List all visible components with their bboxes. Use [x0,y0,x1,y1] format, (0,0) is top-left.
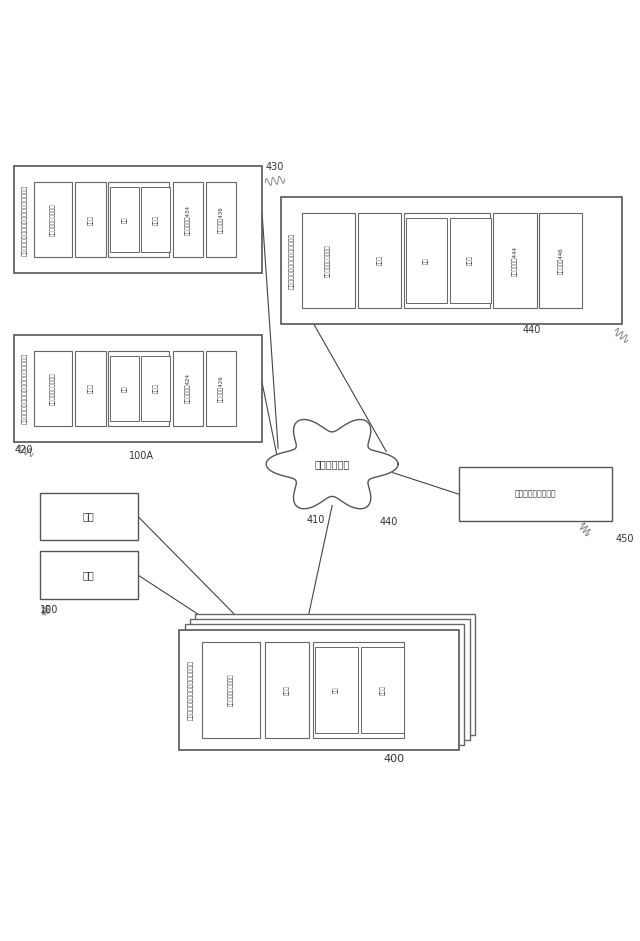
Bar [110,356,139,421]
Text: ディスプレイ434: ディスプレイ434 [185,205,191,235]
Bar [406,218,447,303]
Bar [14,167,262,273]
Text: データ: データ [380,685,385,694]
Text: ディスプレイ424: ディスプレイ424 [185,374,191,404]
Text: メモリ: メモリ [377,256,383,265]
Text: ディスプレイ444: ディスプレイ444 [512,246,518,276]
Bar [141,187,170,252]
Bar [195,614,475,735]
Text: 410: 410 [307,515,325,525]
Text: 400: 400 [383,754,404,763]
Text: クライアントコンピューティングデバイス: クライアントコンピューティングデバイス [22,353,28,424]
Text: プロセッサ（複数可）: プロセッサ（複数可） [326,245,331,277]
Text: 100A: 100A [129,452,154,461]
Bar [189,619,470,741]
Bar [358,213,401,309]
Text: プロセッサ（複数可）: プロセッサ（複数可） [51,203,56,236]
Bar [314,647,358,732]
Bar [108,351,170,426]
Bar [205,183,236,258]
Bar [40,493,138,540]
Text: プロセッサ（複数可）: プロセッサ（複数可） [51,373,56,405]
Bar [493,213,536,309]
Bar [76,351,106,426]
Text: ユーザ入力446: ユーザ入力446 [558,247,563,274]
Text: 命令: 命令 [424,257,429,263]
Text: メモリ: メモリ [88,384,93,393]
Text: データ: データ [467,256,473,265]
Text: 440: 440 [380,517,398,527]
Bar [108,183,170,258]
Bar [202,643,260,738]
Bar [404,213,490,309]
Text: 430: 430 [266,162,284,172]
Text: 100: 100 [40,605,58,615]
Text: データ: データ [153,384,159,393]
Bar [76,183,106,258]
Bar [313,643,404,738]
Polygon shape [266,420,398,509]
Bar [173,183,203,258]
Bar [539,213,582,309]
Bar [460,468,612,521]
Text: データ: データ [153,215,159,225]
Text: ネットワーク: ネットワーク [314,459,350,470]
Bar [35,351,72,426]
Bar [40,551,138,599]
Bar [361,647,404,732]
Text: 命令: 命令 [122,385,127,391]
Bar [184,625,465,745]
Bar [449,218,491,303]
Text: コンソルジュワークステーション: コンソルジュワークステーション [289,232,295,289]
Text: 440: 440 [523,326,541,336]
Text: プロセッサ（複数可）: プロセッサ（複数可） [228,674,234,706]
Text: 車両: 車両 [83,512,95,521]
Text: 命令: 命令 [333,687,339,694]
Bar [141,356,170,421]
Bar [265,643,309,738]
Bar [110,187,139,252]
Bar [14,335,262,442]
Text: ユーザ入力426: ユーザ入力426 [218,375,224,402]
Text: ユーザ入力436: ユーザ入力436 [218,206,224,233]
Text: メモリ: メモリ [88,215,93,225]
Text: ストレージシステム: ストレージシステム [515,490,557,499]
Bar [173,351,203,426]
Bar [281,197,621,325]
Bar [179,630,460,750]
Text: 450: 450 [615,534,634,544]
Bar [301,213,355,309]
Bar [205,351,236,426]
Bar [35,183,72,258]
Text: 420: 420 [14,445,33,455]
Text: 命令: 命令 [122,216,127,223]
Text: メモリ: メモリ [284,685,289,694]
Text: 車両: 車両 [83,570,95,581]
Text: サーバコンピューティングデバイス: サーバコンピューティングデバイス [188,660,194,720]
Text: クライアントコンピューティングデバイス: クライアントコンピューティングデバイス [22,184,28,256]
